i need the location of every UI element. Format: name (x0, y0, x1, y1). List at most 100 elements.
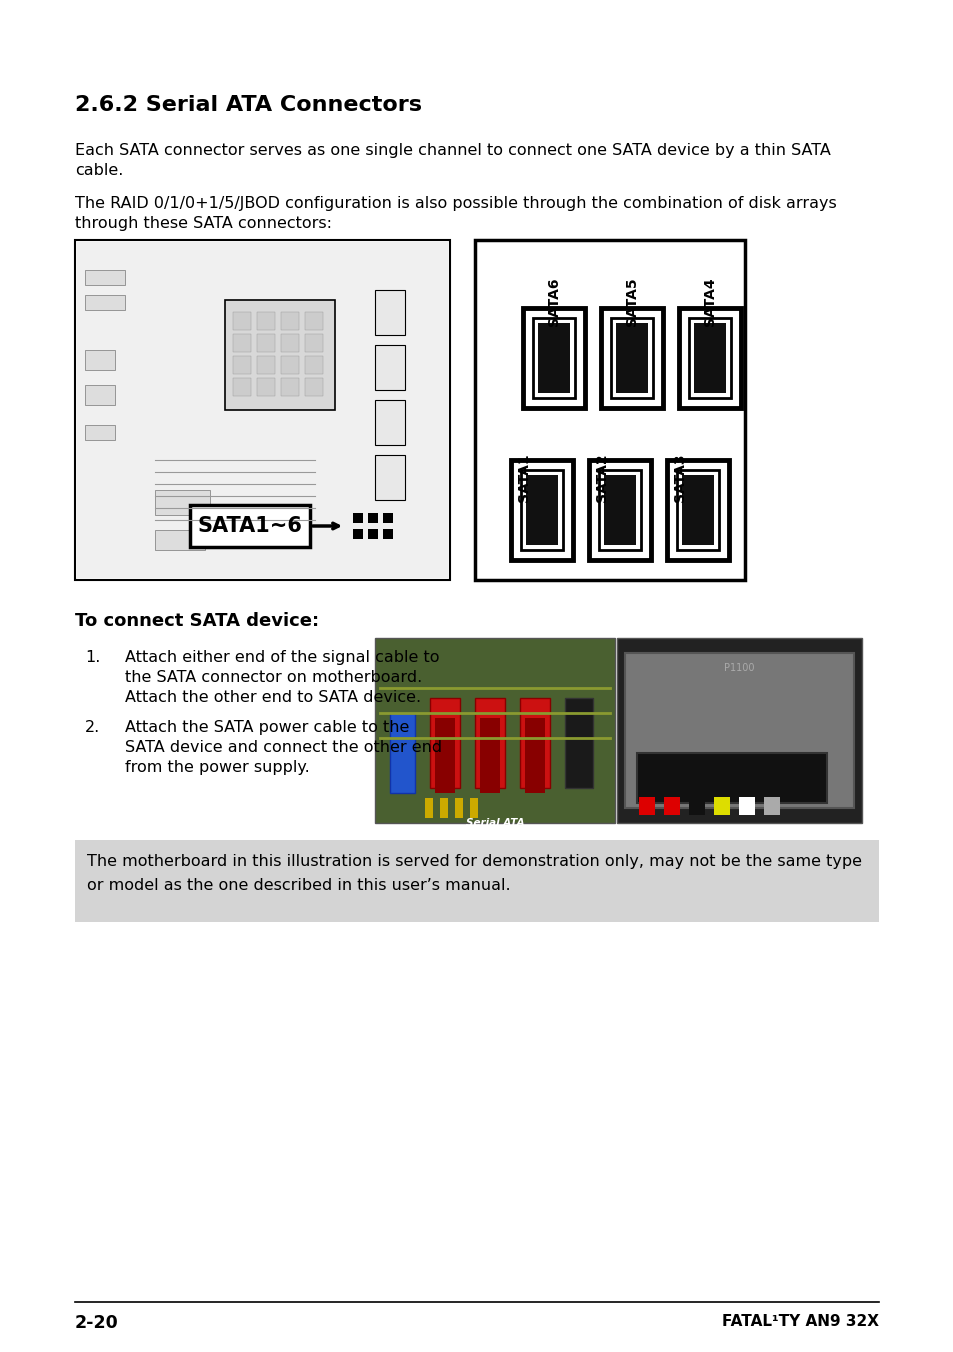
Bar (154, 530, 205, 550)
Bar (256, 312, 274, 330)
Bar (368, 512, 377, 523)
Bar (610, 318, 652, 397)
Bar (533, 318, 575, 397)
Bar (382, 512, 393, 523)
Bar (616, 323, 647, 393)
Bar (85, 270, 125, 285)
Bar (519, 698, 550, 788)
Text: Each SATA connector serves as one single channel to connect one SATA device by a: Each SATA connector serves as one single… (75, 143, 830, 158)
Text: Attach either end of the signal cable to: Attach either end of the signal cable to (125, 650, 439, 665)
Text: SATA4: SATA4 (702, 277, 717, 326)
Bar (225, 300, 335, 410)
Bar (75, 241, 450, 580)
Text: The motherboard in this illustration is served for demonstration only, may not b: The motherboard in this illustration is … (87, 854, 862, 869)
Bar (439, 798, 448, 818)
Bar (305, 312, 323, 330)
Text: through these SATA connectors:: through these SATA connectors: (75, 216, 332, 231)
Bar (475, 241, 744, 580)
Text: The RAID 0/1/0+1/5/JBOD configuration is also possible through the combination o: The RAID 0/1/0+1/5/JBOD configuration is… (75, 196, 836, 211)
Bar (479, 718, 499, 794)
Bar (368, 529, 377, 539)
Bar (375, 345, 405, 389)
Bar (256, 334, 274, 352)
Bar (353, 512, 363, 523)
Bar (666, 460, 728, 560)
Text: cable.: cable. (75, 164, 123, 178)
Bar (681, 475, 713, 545)
Bar (598, 470, 640, 550)
Text: P1100: P1100 (723, 662, 754, 673)
Bar (85, 385, 115, 406)
Bar (524, 718, 544, 794)
Bar (739, 796, 754, 815)
Bar (382, 529, 393, 539)
Bar (77, 242, 448, 579)
Bar (617, 638, 862, 823)
Bar (256, 379, 274, 396)
Text: SATA2: SATA2 (595, 454, 608, 503)
Bar (525, 475, 558, 545)
Bar (305, 356, 323, 375)
Bar (233, 334, 251, 352)
Text: SATA6: SATA6 (546, 277, 560, 326)
Text: 2.6.2 Serial ATA Connectors: 2.6.2 Serial ATA Connectors (75, 95, 421, 115)
Bar (281, 379, 298, 396)
Bar (475, 698, 504, 788)
Text: or model as the one described in this user’s manual.: or model as the one described in this us… (87, 877, 510, 894)
Text: SATA1~6: SATA1~6 (197, 516, 302, 535)
Bar (85, 295, 125, 310)
Bar (430, 698, 459, 788)
Bar (522, 308, 584, 408)
Bar (424, 798, 433, 818)
Bar (511, 460, 573, 560)
Bar (85, 425, 115, 439)
Text: SATA3: SATA3 (672, 454, 686, 502)
Bar (85, 350, 115, 370)
Bar (233, 379, 251, 396)
Bar (256, 356, 274, 375)
Bar (603, 475, 636, 545)
Bar (230, 510, 290, 530)
Text: 2.: 2. (85, 721, 100, 735)
Bar (281, 334, 298, 352)
Text: FATAL¹TY AN9 32X: FATAL¹TY AN9 32X (721, 1314, 878, 1329)
Bar (763, 796, 780, 815)
Bar (637, 753, 826, 803)
Bar (353, 529, 363, 539)
Bar (688, 318, 730, 397)
Bar (520, 470, 562, 550)
Text: Attach the other end to SATA device.: Attach the other end to SATA device. (125, 690, 420, 704)
Bar (375, 289, 405, 335)
Bar (305, 334, 323, 352)
Text: SATA device and connect the other end: SATA device and connect the other end (125, 740, 441, 754)
Bar (455, 798, 462, 818)
Bar (281, 356, 298, 375)
Bar (679, 308, 740, 408)
Bar (233, 356, 251, 375)
Bar (375, 638, 615, 823)
Bar (537, 323, 569, 393)
Text: Attach the SATA power cable to the: Attach the SATA power cable to the (125, 721, 409, 735)
Text: 2-20: 2-20 (75, 1314, 118, 1332)
Bar (390, 713, 415, 794)
Bar (154, 489, 210, 515)
Text: SATA1: SATA1 (517, 454, 531, 503)
Text: 1.: 1. (85, 650, 100, 665)
Bar (663, 796, 679, 815)
Text: Serial ATA: Serial ATA (465, 818, 524, 827)
Bar (688, 796, 704, 815)
Bar (190, 506, 310, 548)
Bar (624, 653, 853, 808)
Bar (564, 698, 593, 788)
Bar (305, 379, 323, 396)
Text: SATA5: SATA5 (624, 277, 639, 326)
Text: the SATA connector on motherboard.: the SATA connector on motherboard. (125, 671, 422, 685)
Text: To connect SATA device:: To connect SATA device: (75, 612, 319, 630)
Bar (75, 840, 878, 922)
Bar (713, 796, 729, 815)
Bar (375, 456, 405, 500)
Bar (435, 718, 455, 794)
Bar (281, 312, 298, 330)
Bar (375, 400, 405, 445)
Bar (693, 323, 725, 393)
